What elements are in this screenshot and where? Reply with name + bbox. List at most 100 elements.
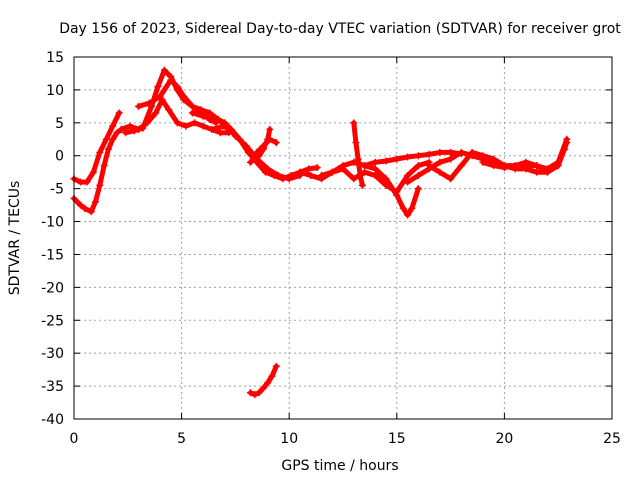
data-point: [457, 162, 465, 170]
data-point: [242, 142, 250, 150]
data-point: [264, 165, 272, 173]
data-point: [447, 148, 455, 156]
data-point: [89, 168, 97, 176]
data-point: [102, 135, 110, 143]
data-point: [173, 119, 181, 127]
data-point: [382, 181, 390, 189]
data-point: [533, 162, 541, 170]
data-point: [231, 132, 239, 140]
data-point: [167, 76, 175, 84]
data-point: [500, 164, 508, 172]
data-point: [414, 152, 422, 160]
data-point: [468, 148, 476, 156]
series-arc-q: [246, 362, 280, 399]
data-point: [490, 155, 498, 163]
data-point: [425, 150, 433, 158]
y-tick-labels: 15 10 5 0 -5 -10 -15 -20 -25 -30 -35 -40: [41, 50, 64, 428]
data-point: [393, 188, 401, 196]
data-point: [479, 158, 487, 166]
data-point: [436, 168, 444, 176]
data-point: [154, 83, 162, 91]
data-point: [404, 153, 412, 161]
data-point: [115, 109, 123, 117]
data-point: [104, 145, 112, 153]
data-point: [356, 171, 364, 179]
data-point: [399, 204, 407, 212]
data-point: [188, 102, 196, 110]
data-point: [371, 158, 379, 166]
data-point: [533, 168, 541, 176]
data-point: [371, 171, 379, 179]
data-point: [404, 211, 412, 219]
data-point: [358, 181, 366, 189]
data-point: [317, 171, 325, 179]
data-point: [436, 148, 444, 156]
plot-frame: [73, 56, 613, 420]
series-arc-j: [296, 158, 422, 219]
series-arc-i: [255, 125, 274, 160]
data-point: [554, 158, 562, 166]
series-arc-b: [70, 109, 123, 186]
data-point: [352, 139, 360, 147]
data-point: [264, 379, 272, 387]
data-point: [274, 171, 282, 179]
data-point: [87, 208, 95, 216]
grid-lines: [74, 57, 612, 419]
y-axis-label: SDTVAR / TECUs: [7, 181, 23, 296]
series-arc-p: [479, 135, 571, 176]
y-tick-label: 0: [55, 149, 64, 165]
y-tick-label: -30: [41, 346, 64, 362]
x-axis-label: GPS time / hours: [281, 458, 398, 474]
data-point: [328, 168, 336, 176]
data-point: [210, 116, 218, 124]
x-tick-label: 20: [495, 431, 513, 447]
data-point: [414, 185, 422, 193]
data-point: [173, 83, 181, 91]
data-point: [126, 122, 134, 130]
data-point: [272, 362, 280, 370]
x-tick-label: 15: [388, 431, 406, 447]
data-point: [393, 155, 401, 163]
data-point: [408, 204, 416, 212]
data-point: [191, 119, 199, 127]
data-point: [307, 171, 315, 179]
data-series: [70, 66, 571, 399]
data-point: [479, 152, 487, 160]
series-trace: [362, 149, 464, 169]
data-point: [152, 109, 160, 117]
data-point: [76, 201, 84, 209]
chart-title: Day 156 of 2023, Sidereal Day-to-day VTE…: [59, 21, 621, 37]
data-point: [160, 66, 168, 74]
series-arc-g: [188, 109, 304, 183]
x-tick-label: 5: [177, 431, 186, 447]
data-point: [543, 168, 551, 176]
data-point: [156, 92, 164, 100]
data-point: [109, 122, 117, 130]
data-point: [436, 158, 444, 166]
y-tick-label: -35: [41, 379, 64, 395]
data-point: [339, 165, 347, 173]
data-point: [197, 106, 205, 114]
data-point: [563, 135, 571, 143]
data-point: [145, 99, 153, 107]
data-point: [130, 127, 138, 135]
data-point: [457, 148, 465, 156]
data-point: [350, 175, 358, 183]
data-point: [199, 122, 207, 130]
data-point: [259, 145, 267, 153]
y-tick-label: -40: [41, 412, 64, 428]
data-point: [113, 129, 121, 137]
series-trace: [71, 126, 124, 215]
data-point: [296, 168, 304, 176]
data-point: [522, 158, 530, 166]
data-point: [139, 124, 147, 132]
data-point: [76, 178, 84, 186]
data-point: [180, 92, 188, 100]
data-point: [135, 102, 143, 110]
data-point: [305, 165, 313, 173]
data-point: [522, 165, 530, 173]
x-tick-labels: 0 5 10 15 20 25: [70, 431, 621, 447]
data-point: [382, 157, 390, 165]
data-point: [246, 389, 254, 397]
y-tick-label: -25: [41, 313, 64, 329]
